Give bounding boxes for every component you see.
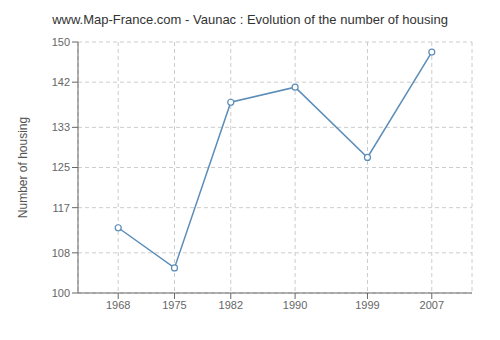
svg-text:1968: 1968 [106,299,130,311]
svg-text:117: 117 [52,202,70,214]
svg-text:1990: 1990 [283,299,307,311]
svg-text:125: 125 [52,161,70,173]
svg-text:100: 100 [52,287,70,299]
svg-text:1975: 1975 [162,299,186,311]
svg-text:1982: 1982 [219,299,243,311]
svg-text:142: 142 [52,76,70,88]
svg-text:Number of housing: Number of housing [16,117,30,218]
svg-text:133: 133 [52,121,70,133]
svg-text:150: 150 [52,36,70,48]
svg-text:1999: 1999 [355,299,379,311]
svg-text:2007: 2007 [420,299,444,311]
html-text:www.Map-France.com - Vaunac :: www.Map-France.com - Vaunac : Evolution … [52,12,448,27]
svg-text:108: 108 [52,247,70,259]
